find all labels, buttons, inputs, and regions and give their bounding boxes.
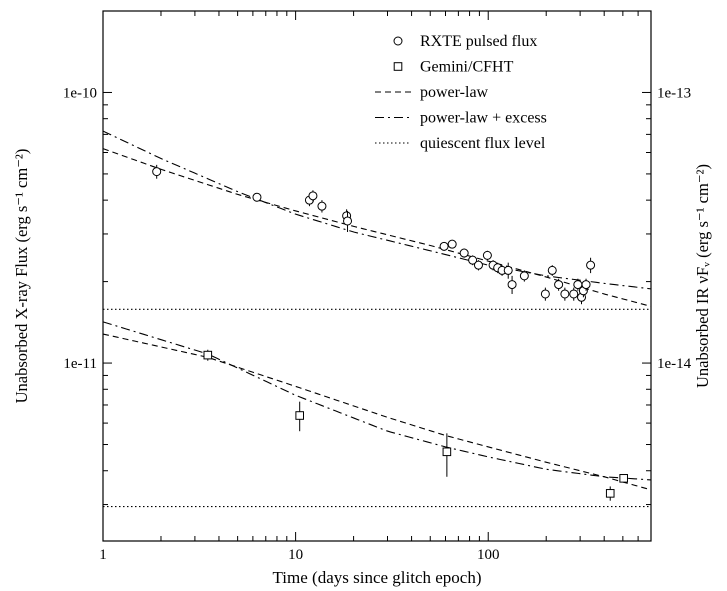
x-tick-label: 1: [99, 547, 107, 563]
rxte-point: [540, 289, 550, 299]
rxte-point: [468, 255, 478, 265]
rxte-point: [317, 201, 327, 211]
y-left-tick-label: 1e-11: [63, 356, 97, 372]
rxte-point: [547, 265, 557, 275]
rxte-point: [519, 271, 529, 281]
rxte-point: [581, 280, 591, 290]
rxte-point: [447, 239, 457, 249]
rxte-point: [473, 260, 483, 270]
y-left-tick-label: 1e-10: [63, 85, 97, 101]
rxte-point: [308, 191, 318, 201]
rxte-point: [507, 280, 517, 290]
rxte-point: [586, 260, 596, 270]
y-right-tick-label: 1e-13: [657, 85, 691, 101]
legend: RXTE pulsed flux Gemini/CFHT power-law powe…: [375, 33, 547, 152]
legend-label: Gemini/CFHT: [420, 59, 514, 76]
legend-marker-square: [393, 62, 403, 71]
x-tick-label: 100: [477, 547, 500, 563]
curve-dashed-left: [102, 148, 652, 307]
legend-marker-circle: [393, 36, 403, 46]
legend-label: power-law: [420, 84, 489, 101]
y-right-tick-label: 1e-14: [657, 356, 692, 372]
gemini-point: [442, 447, 452, 457]
rxte-point: [343, 216, 353, 226]
rxte-point: [439, 241, 449, 251]
axis-ticks: 1 10 100 1e-10 1e-11 1e-13 1e-14: [63, 11, 692, 563]
rxte-point: [560, 289, 570, 299]
y-axis-label-left: Unabsorbed X-ray Flux (erg s⁻¹ cm⁻²): [12, 149, 31, 404]
rxte-point: [152, 167, 162, 177]
gemini-point: [295, 411, 304, 420]
curve-dashed-right: [102, 333, 652, 491]
rxte-point: [482, 250, 492, 260]
rxte-point: [569, 289, 579, 299]
gemini-point: [203, 350, 213, 360]
y-axis-label-right: Unabsorbed IR νFᵥ (erg s⁻¹ cm⁻²): [693, 164, 712, 388]
rxte-point: [503, 265, 513, 275]
fit-curves: [102, 130, 652, 508]
legend-label: quiescent flux level: [420, 135, 546, 152]
x-axis-label: Time (days since glitch epoch): [273, 568, 482, 587]
rxte-point: [252, 192, 262, 202]
x-tick-label: 10: [288, 547, 303, 563]
gemini-point: [605, 489, 615, 498]
rxte-point: [554, 280, 564, 290]
legend-label: power-law + excess: [420, 110, 547, 127]
curve-dashdot-left: [102, 130, 652, 290]
curve-dashdot-right: [102, 321, 652, 481]
rxte-point: [459, 248, 469, 258]
legend-label: RXTE pulsed flux: [420, 33, 537, 50]
gemini-point: [619, 474, 628, 483]
data-points: [152, 164, 628, 501]
plot-frame: [102, 10, 652, 542]
